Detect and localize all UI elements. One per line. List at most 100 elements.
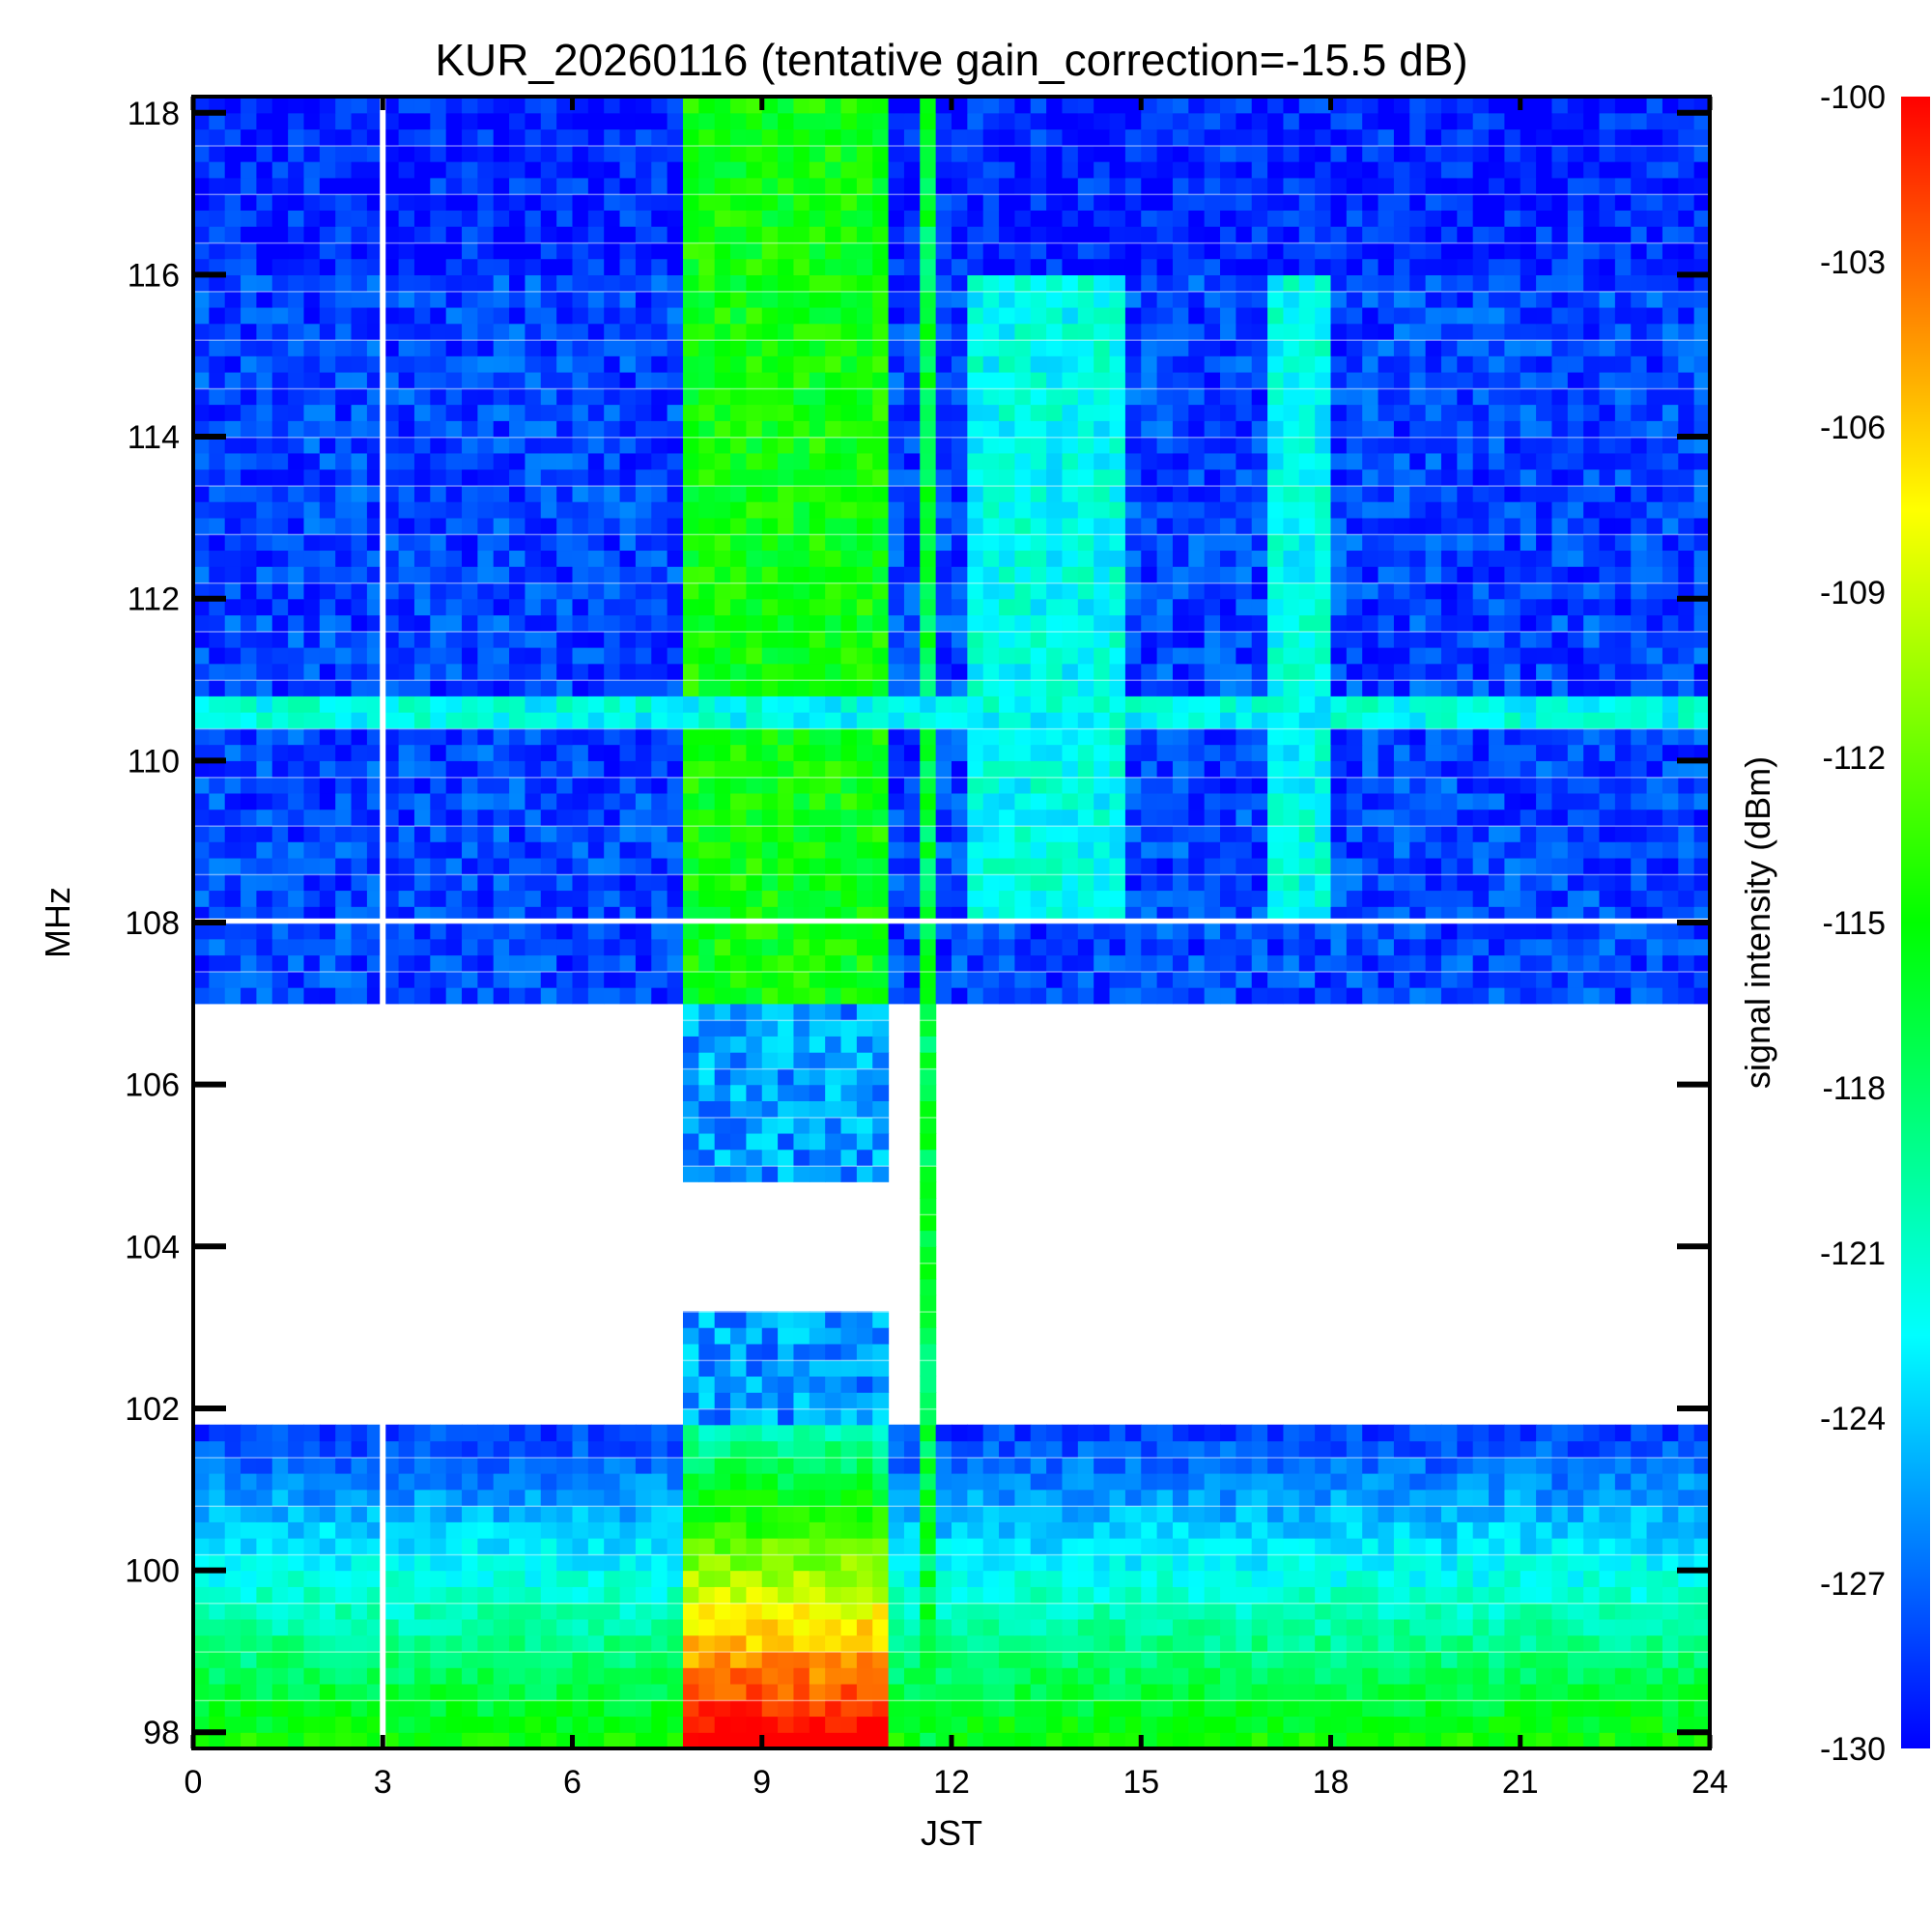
- heatmap-cell: [730, 696, 747, 713]
- heatmap-cell: [1094, 631, 1111, 648]
- heatmap-cell: [1409, 744, 1427, 761]
- heatmap-cell: [856, 809, 873, 827]
- heatmap-cell: [952, 1603, 968, 1620]
- heatmap-cell: [1489, 938, 1505, 956]
- heatmap-cell: [1315, 1440, 1332, 1458]
- heatmap-cell: [698, 1117, 716, 1134]
- heatmap-cell: [572, 1570, 589, 1587]
- heatmap-cell: [698, 809, 716, 827]
- heatmap-cell: [335, 1732, 353, 1748]
- heatmap-cell: [1457, 971, 1474, 988]
- heatmap-cell: [493, 1618, 510, 1636]
- heatmap-cell: [462, 663, 478, 681]
- heatmap-cell: [1425, 1603, 1442, 1620]
- heatmap-cell: [1472, 727, 1490, 746]
- heatmap-cell: [746, 792, 763, 810]
- heatmap-cell: [730, 598, 747, 616]
- heatmap-cell: [540, 1634, 557, 1653]
- heatmap-cell: [1315, 890, 1332, 907]
- heatmap-cell: [1124, 760, 1142, 778]
- heatmap-cell: [1251, 1618, 1268, 1636]
- heatmap-cell: [241, 517, 258, 535]
- heatmap-cell: [1409, 1618, 1427, 1636]
- heatmap-cell: [651, 987, 668, 1005]
- heatmap-cell: [872, 582, 890, 600]
- heatmap-cell: [1599, 1553, 1616, 1572]
- heatmap-cell: [1362, 647, 1379, 665]
- heatmap-cell: [1678, 663, 1695, 681]
- heatmap-cell: [1267, 1440, 1285, 1458]
- heatmap-cell: [430, 1505, 447, 1522]
- heatmap-cell: [1472, 873, 1490, 892]
- heatmap-cell: [1077, 566, 1094, 583]
- heatmap-cell: [935, 550, 952, 567]
- heatmap-cell: [398, 598, 415, 616]
- heatmap-cell: [903, 679, 921, 696]
- heatmap-cell: [572, 1699, 589, 1718]
- heatmap-cell: [1346, 1618, 1363, 1636]
- heatmap-cell: [730, 1424, 747, 1442]
- heatmap-cell: [303, 1732, 321, 1748]
- heatmap-cell: [540, 1603, 557, 1620]
- heatmap-cell: [604, 550, 621, 567]
- heatmap-cell: [1062, 647, 1079, 665]
- heatmap-cell: [651, 1634, 668, 1653]
- heatmap-cell: [398, 760, 415, 778]
- heatmap-cell: [1693, 566, 1710, 583]
- heatmap-cell: [383, 566, 400, 583]
- heatmap-cell: [540, 971, 557, 988]
- heatmap-cell: [635, 1618, 652, 1636]
- heatmap-cell: [1014, 550, 1032, 567]
- heatmap-cell: [1362, 873, 1379, 892]
- heatmap-cell: [651, 1732, 668, 1748]
- heatmap-cell: [730, 809, 747, 827]
- heatmap-cell: [1583, 1634, 1601, 1653]
- heatmap-cell: [1298, 1424, 1316, 1442]
- heatmap-cell: [761, 1716, 779, 1733]
- heatmap-cell: [604, 1489, 621, 1507]
- heatmap-cell: [967, 1440, 984, 1458]
- heatmap-cell: [840, 1149, 858, 1167]
- heatmap-cell: [1077, 663, 1094, 681]
- heatmap-cell: [1188, 1505, 1206, 1522]
- heatmap-cell: [698, 777, 716, 794]
- heatmap-cell: [1551, 841, 1569, 859]
- heatmap-cell: [1425, 1553, 1442, 1572]
- heatmap-cell: [525, 1538, 542, 1555]
- heatmap-cell: [303, 1716, 321, 1733]
- heatmap-cell: [1172, 841, 1189, 859]
- heatmap-cell: [1014, 598, 1032, 616]
- heatmap-cell: [209, 1651, 226, 1668]
- heatmap-cell: [1251, 598, 1268, 616]
- heatmap-cell: [1094, 1651, 1111, 1668]
- heatmap-cell: [1124, 1505, 1142, 1522]
- heatmap-cell: [1378, 1424, 1395, 1442]
- heatmap-cell: [619, 727, 637, 746]
- heatmap-cell: [809, 809, 826, 827]
- heatmap-cell: [1646, 923, 1663, 940]
- heatmap-cell: [1188, 825, 1206, 842]
- heatmap-cell: [271, 1716, 289, 1733]
- heatmap-cell: [888, 1489, 905, 1507]
- heatmap-cell: [1315, 533, 1332, 552]
- heatmap-cell: [1393, 987, 1410, 1005]
- heatmap-cell: [982, 1699, 1000, 1718]
- heatmap-cell: [825, 1667, 842, 1685]
- heatmap-cell: [1489, 792, 1505, 810]
- heatmap-cell: [872, 1424, 890, 1442]
- heatmap-cell: [888, 1667, 905, 1685]
- heatmap-cell: [540, 712, 557, 729]
- heatmap-cell: [840, 1359, 858, 1378]
- heatmap-cell: [303, 890, 321, 907]
- heatmap-cell: [682, 679, 699, 696]
- heatmap-cell: [209, 566, 226, 583]
- heatmap-cell: [1614, 663, 1632, 681]
- heatmap-cell: [1457, 777, 1474, 794]
- heatmap-cell: [698, 890, 716, 907]
- heatmap-cell: [651, 1603, 668, 1620]
- heatmap-cell: [872, 663, 890, 681]
- heatmap-cell: [982, 533, 1000, 552]
- heatmap-cell: [1109, 631, 1126, 648]
- heatmap-cell: [383, 727, 400, 746]
- heatmap-cell: [1551, 987, 1569, 1005]
